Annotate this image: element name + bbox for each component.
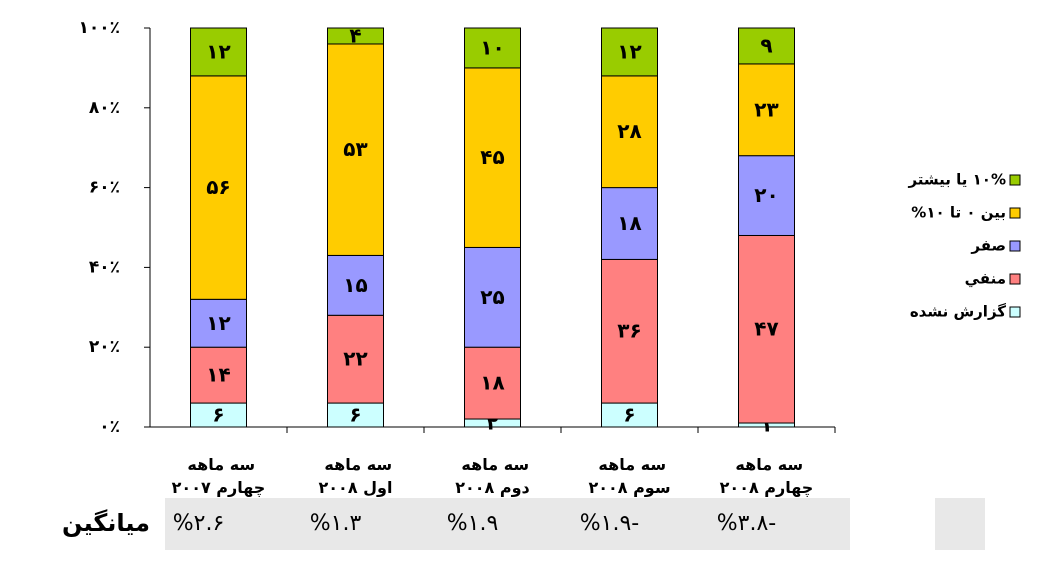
value-label: ۵۶ — [206, 175, 230, 199]
value-label: ۴۵ — [480, 145, 504, 169]
value-label: ۹ — [760, 33, 772, 57]
legend-swatch — [1009, 174, 1021, 186]
y-tick-label: ۴۰٪ — [89, 257, 120, 277]
y-tick-label: ۱۰۰٪ — [78, 18, 120, 38]
value-label: ۲۰ — [754, 183, 778, 207]
x-tick-label-line: سه ماهه — [593, 455, 666, 474]
legend-swatch — [1009, 306, 1021, 318]
x-tick-label-line: سه ماهه — [182, 455, 255, 474]
value-label: ۶ — [212, 403, 224, 427]
value-label: ۱۲ — [206, 311, 230, 335]
legend-label: ۱۰% يا بيشتر — [907, 171, 1006, 189]
bar-segment — [464, 246, 521, 348]
x-tick-label-line: اول ۲۰۰۸ — [319, 478, 393, 497]
bar-segment — [190, 298, 247, 348]
bar-segment — [190, 75, 247, 300]
x-tick-label: سه ماهه دوم ۲۰۰۸ — [455, 455, 530, 497]
value-label: ۱۲ — [206, 39, 230, 63]
bar-segment — [327, 27, 384, 45]
value-label: ۱۲ — [617, 39, 641, 63]
x-tick-label-line: سوم ۲۰۰۸ — [588, 478, 670, 497]
bar-segment — [601, 187, 658, 260]
x-tick-label-line: دوم ۲۰۰۸ — [455, 478, 530, 497]
value-label: ۲۸ — [617, 119, 641, 143]
average-value: %۱.۹ — [447, 511, 499, 536]
bar-segment — [464, 27, 521, 69]
legend-label: صفر — [970, 237, 1006, 255]
legend-swatch — [1009, 240, 1021, 252]
value-label: ۶ — [349, 403, 361, 427]
bar-segment — [327, 254, 384, 316]
value-label: ۱۸ — [617, 211, 641, 235]
bar-segment — [601, 27, 658, 77]
x-tick-label: سه ماهه اول ۲۰۰۸ — [319, 455, 393, 497]
average-value: %۳.۸- — [717, 511, 776, 536]
value-label: ۵۳ — [343, 137, 367, 161]
value-label: ۱۴ — [206, 363, 230, 387]
bar-segment — [601, 75, 658, 189]
legend-swatch — [1009, 207, 1021, 219]
value-label: ۴۷ — [754, 317, 778, 341]
average-value: %۲.۶ — [173, 511, 225, 536]
value-label: ۲۳ — [754, 97, 778, 121]
x-tick-label-line: چهارم ۲۰۰۸ — [720, 478, 814, 498]
value-label: ۱۰ — [480, 35, 504, 59]
x-tick-label: سه ماهه چهارم ۲۰۰۷ — [172, 455, 266, 498]
value-label: ۳۶ — [617, 319, 641, 343]
x-tick-label-line: سه ماهه — [456, 455, 529, 474]
x-tick-label: سه ماهه سوم ۲۰۰۸ — [588, 455, 670, 497]
legend-label: بين ۰ تا ۱۰% — [911, 204, 1006, 222]
value-label: ۱۵ — [343, 273, 367, 297]
bar-segment — [327, 43, 384, 256]
bar-segment — [464, 346, 521, 420]
y-tick-label: ۸۰٪ — [89, 98, 120, 118]
value-label: ۲۲ — [343, 347, 367, 371]
bar-segment — [738, 234, 795, 424]
average-value: %۱.۳ — [310, 511, 362, 536]
value-label: ۲۵ — [480, 285, 504, 309]
legend-swatch — [1009, 273, 1021, 285]
x-tick-label: سه ماهه چهارم ۲۰۰۸ — [720, 455, 814, 498]
bar-segment — [327, 314, 384, 404]
x-tick-label-line: سه ماهه — [730, 455, 803, 474]
x-tick-label-line: چهارم ۲۰۰۷ — [172, 478, 266, 498]
bar-segment — [190, 27, 247, 77]
value-label: ۱۸ — [480, 371, 504, 395]
value-label: ۶ — [623, 403, 635, 427]
legend-label: منفي — [965, 270, 1006, 288]
bar-segment — [601, 258, 658, 404]
average-band — [165, 498, 850, 550]
average-value: %۱.۹- — [580, 511, 639, 536]
y-tick-label: ۰٪ — [99, 417, 120, 437]
bar-segment — [738, 27, 795, 65]
bar-segment — [738, 63, 795, 157]
y-tick-label: ۶۰٪ — [89, 178, 120, 198]
y-tick-label: ۲۰٪ — [89, 337, 120, 357]
average-band — [935, 498, 985, 550]
average-label: میانگین — [62, 509, 150, 537]
value-label: ۴ — [349, 23, 361, 47]
bar-segment — [738, 155, 795, 236]
legend-label: گزارش نشده — [910, 303, 1006, 321]
x-tick-label-line: سه ماهه — [319, 455, 392, 474]
